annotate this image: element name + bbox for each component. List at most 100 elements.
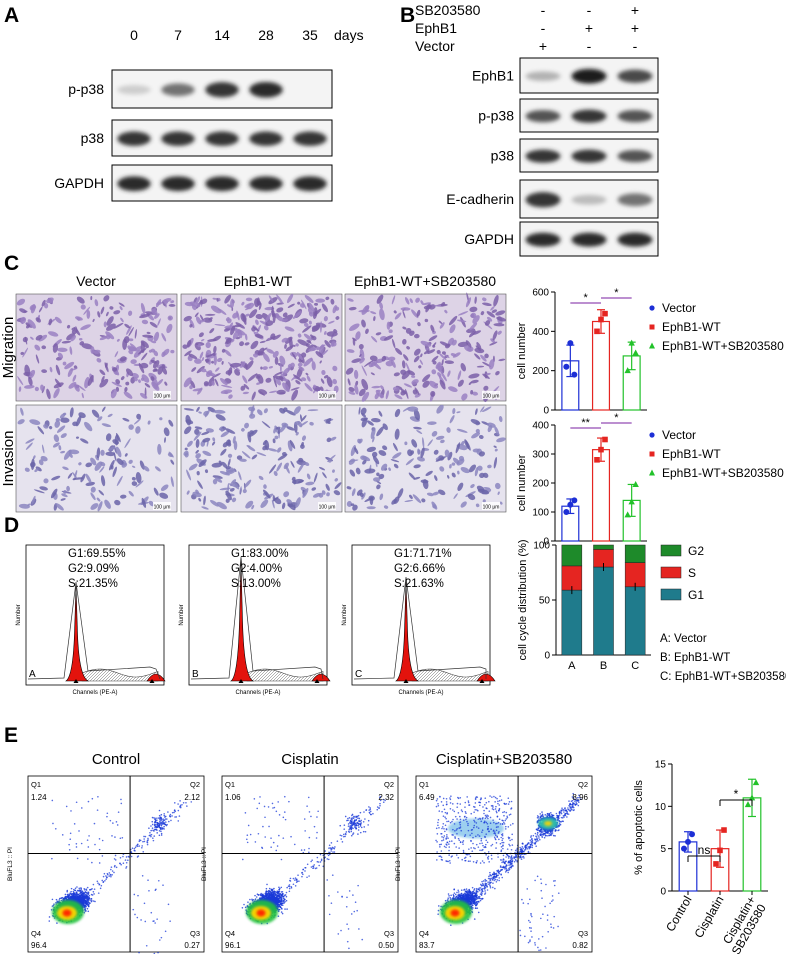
- cell: [163, 299, 169, 304]
- cell: [123, 336, 130, 344]
- cell: [204, 358, 210, 363]
- data-point: [594, 457, 600, 463]
- cell: [497, 330, 502, 335]
- condition-label: EphB1: [415, 20, 457, 36]
- cell: [283, 462, 289, 470]
- cell: [245, 297, 253, 302]
- cell: [404, 297, 410, 305]
- cell: [97, 501, 103, 512]
- cell: [24, 336, 28, 345]
- cell: [204, 313, 216, 316]
- cell: [311, 335, 317, 341]
- cell: [441, 358, 444, 366]
- cell: [361, 319, 366, 328]
- cell: [488, 359, 495, 370]
- event-dot: [143, 840, 146, 843]
- cell: [200, 368, 207, 373]
- cell: [402, 326, 407, 330]
- panel-c-letter: C: [4, 252, 19, 275]
- cell: [304, 295, 314, 303]
- cell: [277, 447, 282, 453]
- cell: [311, 361, 316, 371]
- cell: [224, 390, 229, 395]
- cell: [447, 370, 451, 377]
- cell: [420, 340, 432, 347]
- event-dot: [80, 842, 83, 845]
- event-dot: [164, 815, 167, 818]
- cell: [22, 347, 29, 358]
- event-dot: [159, 939, 161, 941]
- event-dot: [117, 811, 120, 813]
- event-dot: [171, 811, 174, 814]
- cell: [48, 318, 53, 326]
- cell: [153, 487, 159, 496]
- cell: [108, 459, 115, 471]
- event-dot: [133, 849, 136, 852]
- cell: [201, 298, 208, 304]
- cell: [345, 367, 354, 375]
- legend-label: S: [688, 566, 696, 580]
- event-dot: [91, 899, 93, 902]
- sig-label: *: [614, 287, 619, 299]
- cell: [247, 373, 257, 382]
- cell: [224, 339, 230, 344]
- event-dot: [148, 889, 150, 892]
- cell: [491, 309, 498, 313]
- event-dot: [91, 887, 93, 890]
- cell: [241, 301, 245, 306]
- event-dot: [101, 879, 104, 882]
- event-dot: [115, 821, 118, 823]
- cell: [273, 470, 278, 477]
- scalebar-label: 100 μm: [154, 505, 171, 511]
- cell: [17, 419, 25, 425]
- event-dot: [158, 809, 161, 812]
- event-dot: [151, 823, 154, 826]
- event-dot: [161, 818, 163, 820]
- event-dot: [68, 843, 70, 846]
- cell: [170, 300, 175, 304]
- cell: [423, 350, 429, 355]
- cell: [105, 451, 116, 457]
- event-dot: [161, 827, 164, 829]
- event-dot: [69, 832, 72, 835]
- cell: [422, 380, 430, 388]
- event-dot: [48, 920, 51, 922]
- cell: [41, 369, 48, 374]
- cell: [480, 311, 485, 316]
- event-dot: [181, 803, 183, 806]
- cell: [244, 342, 250, 346]
- cell: [436, 349, 441, 355]
- event-dot: [125, 867, 127, 869]
- cell: [122, 417, 130, 422]
- event-dot: [102, 875, 105, 878]
- cell: [371, 361, 382, 370]
- bar: [591, 449, 611, 542]
- data-point: [563, 363, 570, 370]
- cell: [209, 328, 215, 334]
- cell: [470, 389, 474, 395]
- flow-ylabel: BluFL3 :: PI: [7, 847, 14, 881]
- cell: [422, 302, 432, 306]
- event-dot: [87, 846, 90, 848]
- cell: [385, 360, 394, 367]
- condition-sign: +: [631, 20, 639, 36]
- cell: [140, 302, 146, 314]
- cell: [359, 354, 362, 358]
- event-dot: [255, 896, 258, 898]
- cell: [482, 297, 487, 302]
- cell: [323, 315, 328, 322]
- event-dot: [51, 857, 53, 860]
- cell: [99, 369, 106, 376]
- cell: [120, 376, 125, 381]
- cell: [444, 309, 448, 314]
- column-title: EphB1-WT+SB203580: [354, 273, 496, 289]
- cell: [239, 361, 246, 368]
- flow-cytometry-plots: ControlQ11.24Q22.12Q30.27Q496.4Comp-BluF…: [7, 751, 593, 954]
- event-dot: [177, 820, 180, 822]
- cell: [212, 478, 218, 485]
- panel-b: B SB203580- - +EphB1- + +Vector + - - EphB1p-p3…: [400, 2, 659, 257]
- cell: [207, 338, 217, 342]
- cell: [113, 310, 121, 315]
